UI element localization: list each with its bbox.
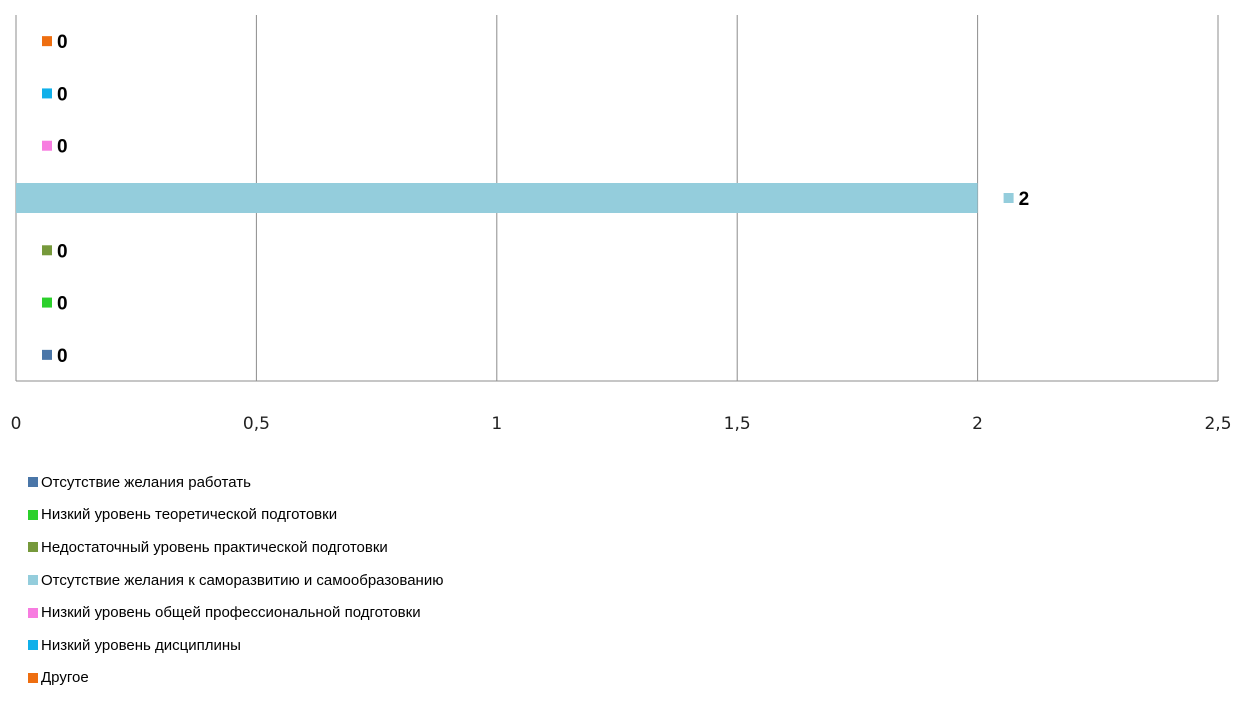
bars [16,183,978,213]
x-tick-label: 1 [491,414,502,434]
data-labels: 0 0 0 2 0 0 0 [42,32,1029,367]
legend-label: Отсутствие желания работать [41,473,251,491]
data-label-swatch [42,245,52,256]
data-label: 0 [57,137,68,158]
bar-chart: 0 0 0 2 0 0 0 0 0,5 1 1,5 2 2,5 [11,15,1232,434]
data-label-swatch [42,140,52,151]
legend-item: Низкий уровень общей профессиональной по… [28,596,443,629]
x-tick-label: 0 [11,414,22,434]
data-label-swatch [42,297,52,308]
legend-swatch [28,542,38,553]
legend-item: Отсутствие желания к саморазвитию и само… [28,564,443,597]
legend-item: Низкий уровень теоретической подготовки [28,499,443,532]
x-tick-label: 1,5 [724,414,751,434]
data-label: 0 [57,346,68,367]
legend-label: Отсутствие желания к саморазвитию и само… [41,571,444,589]
x-tick-label: 2,5 [1204,414,1231,434]
data-label: 2 [1019,189,1030,210]
legend-swatch [28,509,38,520]
legend-item: Другое [28,662,443,695]
data-label: 0 [57,241,68,262]
data-label-swatch [42,88,52,99]
legend-swatch [28,640,38,651]
legend-item: Низкий уровень дисциплины [28,629,443,662]
legend-label: Низкий уровень теоретической подготовки [41,506,338,524]
legend-item: Недостаточный уровень практической подго… [28,531,443,564]
data-label-swatch [42,36,52,47]
legend-label: Низкий уровень общей профессиональной по… [41,604,421,622]
data-label-swatch [1003,193,1014,203]
legend-item: Отсутствие желания работать [28,466,443,499]
legend-swatch [28,672,38,683]
legend: Отсутствие желания работать Низкий уровен… [28,466,443,694]
data-label: 0 [57,32,68,53]
x-tick-label: 0,5 [243,414,270,434]
legend-label: Низкий уровень дисциплины [41,636,241,654]
data-label: 0 [57,84,68,105]
x-tick-labels: 0 0,5 1 1,5 2 2,5 [11,414,1232,434]
x-tick-label: 2 [972,414,983,434]
legend-swatch [28,607,38,618]
legend-label: Другое [41,669,89,687]
legend-label: Недостаточный уровень практической подго… [41,538,388,556]
data-label: 0 [57,294,68,315]
data-label-swatch [42,349,52,360]
bar [16,183,978,213]
legend-swatch [28,575,38,586]
legend-swatch [28,477,38,488]
